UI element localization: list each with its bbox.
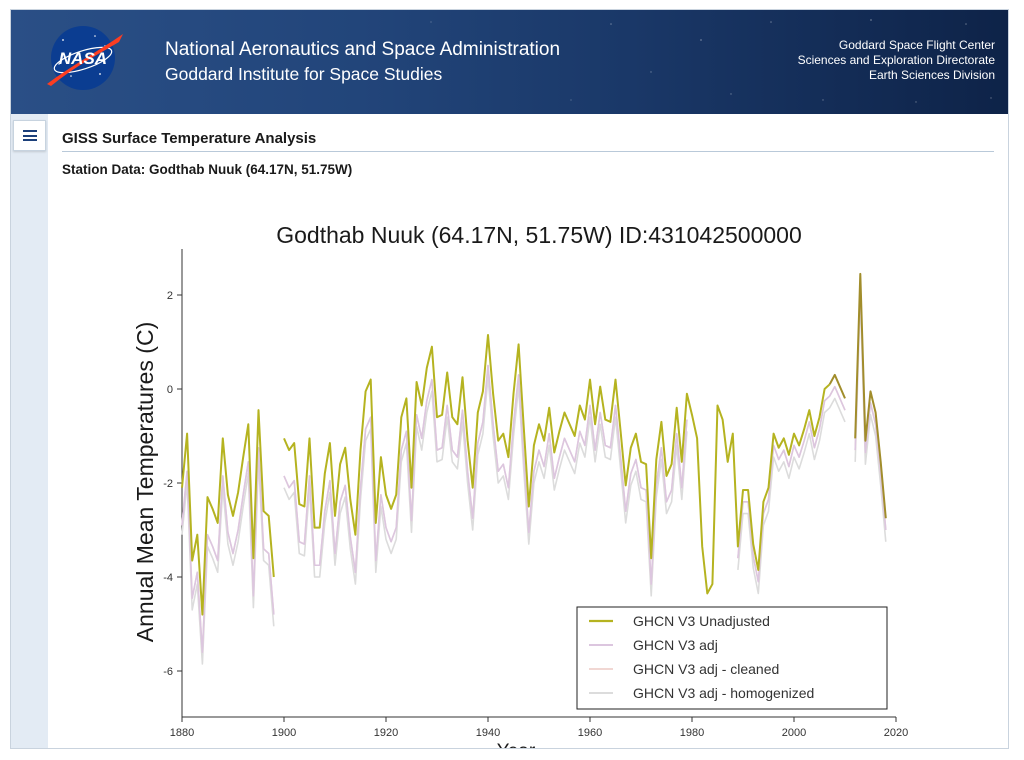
- page-frame: NASA National Aeronautics and Space Admi…: [10, 9, 1009, 749]
- chart-title: Godthab Nuuk (64.17N, 51.75W) ID:4310425…: [276, 222, 802, 248]
- series-line-adj-homogenized: [854, 296, 887, 542]
- x-tick-label: 1920: [374, 727, 398, 739]
- series-line-unadjusted: [181, 409, 275, 616]
- series-line-unadjusted: [828, 373, 846, 399]
- series-line-adj: [181, 446, 275, 654]
- nasa-logo-text: NASA: [59, 49, 107, 68]
- series-line-unadjusted: [283, 333, 831, 595]
- header-banner: NASA National Aeronautics and Space Admi…: [11, 10, 1008, 114]
- x-tick-label: 1940: [476, 727, 500, 739]
- center-line: Earth Sciences Division: [868, 68, 995, 82]
- legend-label: GHCN V3 adj: [633, 637, 718, 653]
- x-tick-label: 2000: [782, 727, 806, 739]
- agency-name: National Aeronautics and Space Administr…: [165, 39, 561, 60]
- legend-label: GHCN V3 Unadjusted: [633, 613, 770, 629]
- page-title: GISS Surface Temperature Analysis: [62, 130, 317, 147]
- y-tick-label: 2: [167, 290, 173, 302]
- x-axis-label: Year: [497, 741, 536, 749]
- center-line: Sciences and Exploration Directorate: [797, 53, 995, 67]
- series-line-adj-homogenized: [737, 397, 846, 595]
- sidebar-strip: [11, 114, 48, 748]
- series-line-adj: [737, 385, 846, 583]
- series-line-adj: [283, 364, 688, 585]
- y-tick-label: 0: [167, 384, 173, 396]
- legend-label: GHCN V3 adj - homogenized: [633, 685, 814, 701]
- divider: [62, 151, 994, 152]
- x-tick-label: 1900: [272, 727, 296, 739]
- y-tick-label: -4: [163, 572, 173, 584]
- x-tick-label: 1980: [680, 727, 704, 739]
- menu-button[interactable]: [13, 120, 46, 151]
- series-line-unadjusted: [854, 272, 887, 519]
- hamburger-icon: [22, 130, 37, 141]
- starfield-background: [430, 19, 992, 103]
- center-lines: Goddard Space Flight Center Sciences and…: [798, 38, 995, 83]
- y-axis-label: Annual Mean Temperatures (C): [132, 322, 158, 642]
- legend-label: GHCN V3 adj - cleaned: [633, 661, 779, 677]
- station-heading: Station Data: Godthab Nuuk (64.17N, 51.7…: [62, 162, 353, 177]
- x-tick-label: 2020: [884, 727, 908, 739]
- series-line-adj-homogenized: [283, 376, 688, 597]
- y-tick-label: -2: [163, 478, 173, 490]
- x-tick-label: 1880: [170, 727, 194, 739]
- nasa-logo[interactable]: NASA: [45, 24, 125, 92]
- temperature-chart: Godthab Nuuk (64.17N, 51.75W) ID:4310425…: [132, 222, 908, 749]
- legend-box: [576, 606, 888, 710]
- y-tick-label: -6: [163, 666, 173, 678]
- center-line: Goddard Space Flight Center: [838, 38, 995, 52]
- institute-name: Goddard Institute for Space Studies: [165, 64, 443, 84]
- x-tick-label: 1960: [578, 727, 602, 739]
